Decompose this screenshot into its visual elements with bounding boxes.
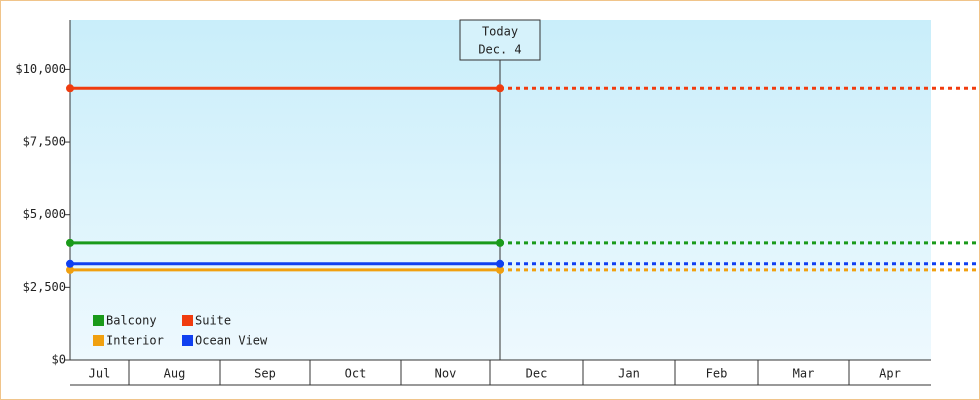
point bbox=[496, 238, 504, 247]
legend-label: Interior bbox=[106, 334, 164, 348]
legend-swatch bbox=[93, 335, 104, 346]
x-tick-label: Dec bbox=[526, 367, 548, 381]
y-tick-label: $0 bbox=[52, 353, 66, 367]
point bbox=[66, 265, 74, 274]
point bbox=[66, 84, 74, 93]
point bbox=[66, 238, 74, 247]
legend-label: Ocean View bbox=[195, 334, 268, 348]
x-tick-label: Nov bbox=[435, 367, 457, 381]
y-tick-label: $10,000 bbox=[15, 62, 66, 76]
x-tick-label: Apr bbox=[879, 367, 901, 381]
legend-label: Suite bbox=[195, 314, 231, 328]
legend-swatch bbox=[182, 315, 193, 326]
point bbox=[496, 84, 504, 93]
y-tick-label: $2,500 bbox=[23, 280, 66, 294]
x-tick-label: Oct bbox=[345, 367, 367, 381]
today-box bbox=[459, 19, 541, 61]
x-tick-label: Mar bbox=[793, 367, 815, 381]
x-tick-label: Jan bbox=[618, 367, 640, 381]
legend-label: Balcony bbox=[106, 314, 157, 328]
today-label: Today bbox=[482, 25, 518, 39]
legend-swatch bbox=[182, 335, 193, 346]
point bbox=[66, 259, 74, 268]
y-tick-label: $7,500 bbox=[23, 135, 66, 149]
point bbox=[496, 265, 504, 274]
x-tick-label: Sep bbox=[254, 367, 276, 381]
point bbox=[496, 259, 504, 268]
legend-swatch bbox=[93, 315, 104, 326]
x-tick-label: Aug bbox=[164, 367, 186, 381]
y-tick-label: $5,000 bbox=[23, 207, 66, 221]
x-tick-label: Feb bbox=[706, 367, 728, 381]
x-tick-label: Jul bbox=[89, 367, 111, 381]
today-date: Dec. 4 bbox=[478, 43, 521, 57]
